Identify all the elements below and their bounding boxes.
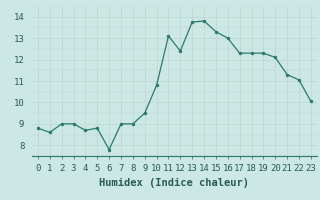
X-axis label: Humidex (Indice chaleur): Humidex (Indice chaleur) bbox=[100, 178, 249, 188]
